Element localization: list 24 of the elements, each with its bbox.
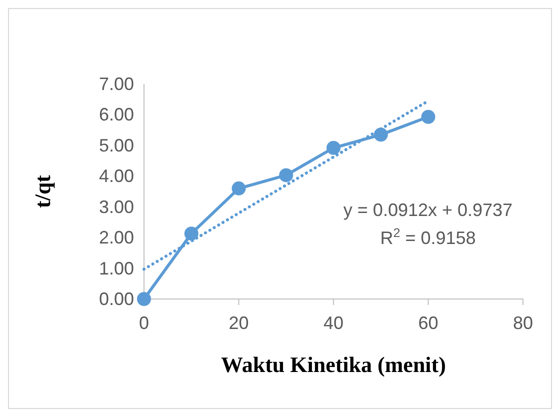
annotation: y = 0.0912x + 0.9737 bbox=[343, 200, 513, 220]
point bbox=[137, 292, 151, 306]
y-tick-label: 3.00 bbox=[98, 196, 134, 217]
point bbox=[232, 181, 246, 196]
point bbox=[421, 110, 436, 124]
y-tick-label: 5.00 bbox=[98, 135, 134, 156]
x-tick-label: 80 bbox=[512, 313, 534, 333]
y-tick-label: 2.00 bbox=[98, 228, 134, 248]
x-tick-label: 0 bbox=[138, 313, 150, 333]
point bbox=[326, 140, 340, 155]
y-tick-label: 7.00 bbox=[98, 74, 134, 94]
x-tick-label: 60 bbox=[418, 313, 438, 333]
x-tick-label: 20 bbox=[228, 313, 249, 333]
y-tick-label: 1.00 bbox=[98, 258, 134, 278]
point bbox=[184, 226, 198, 241]
x-axis-title: Waktu Kinetika (menit) bbox=[221, 352, 446, 377]
y-tick-label: 4.00 bbox=[98, 166, 134, 186]
point bbox=[279, 168, 294, 182]
annotation: R$^{2}$ = 0.9158 bbox=[380, 226, 476, 248]
point bbox=[374, 128, 388, 142]
y-axis-title: t/qt bbox=[30, 174, 55, 208]
y-tick-label: 6.00 bbox=[98, 104, 134, 125]
x-tick-label: 40 bbox=[323, 313, 344, 333]
y-tick-label: 0.00 bbox=[98, 289, 134, 309]
